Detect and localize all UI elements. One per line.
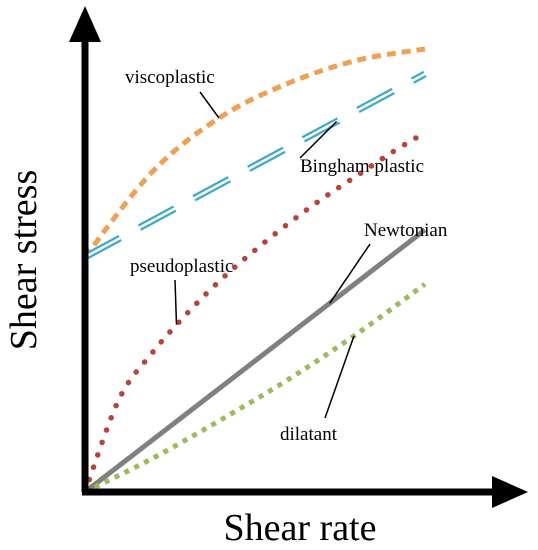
y-axis-arrowhead [69,6,101,42]
leader-line-dilatant [324,335,355,419]
leader-line-viscoplastic [199,91,220,119]
label-dilatant: dilatant [280,424,338,445]
series-line-dilatant [83,282,427,495]
series-line-bingham-plastic-inner [84,72,426,259]
series-line-pseudoplastic [82,129,428,495]
y-axis-title: Shear stress [3,170,45,350]
label-newtonian: Newtonian [364,220,448,241]
series-line-viscoplastic [83,46,426,259]
leader-line-newtonian [329,243,371,304]
x-axis-arrowhead [492,476,528,508]
leader-lines-layer [174,91,371,419]
label-viscoplastic: viscoplastic [125,67,215,88]
curves-layer [82,46,428,495]
leader-line-bingham-plastic [299,120,338,159]
label-bingham-plastic: Bingham plastic [300,156,424,177]
leader-line-pseudoplastic [174,279,178,325]
label-pseudoplastic: pseudoplastic [130,256,233,277]
series-line-newtonian [83,227,427,494]
x-axis-title: Shear rate [224,507,377,549]
